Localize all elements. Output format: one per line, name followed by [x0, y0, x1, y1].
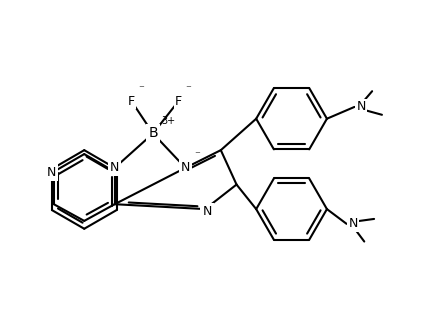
Text: 3+: 3+: [161, 116, 175, 126]
Text: ⁻: ⁻: [138, 84, 144, 94]
Text: B: B: [148, 127, 158, 141]
Text: N: N: [181, 161, 190, 174]
Text: F: F: [175, 94, 182, 107]
Text: N: N: [203, 204, 212, 218]
Text: ⁻: ⁻: [194, 150, 200, 160]
Text: N: N: [47, 166, 56, 179]
Text: N: N: [349, 217, 358, 230]
Text: N: N: [357, 100, 366, 114]
Text: F: F: [128, 94, 135, 107]
Text: ⁻: ⁻: [185, 84, 191, 94]
Text: N: N: [110, 161, 120, 174]
